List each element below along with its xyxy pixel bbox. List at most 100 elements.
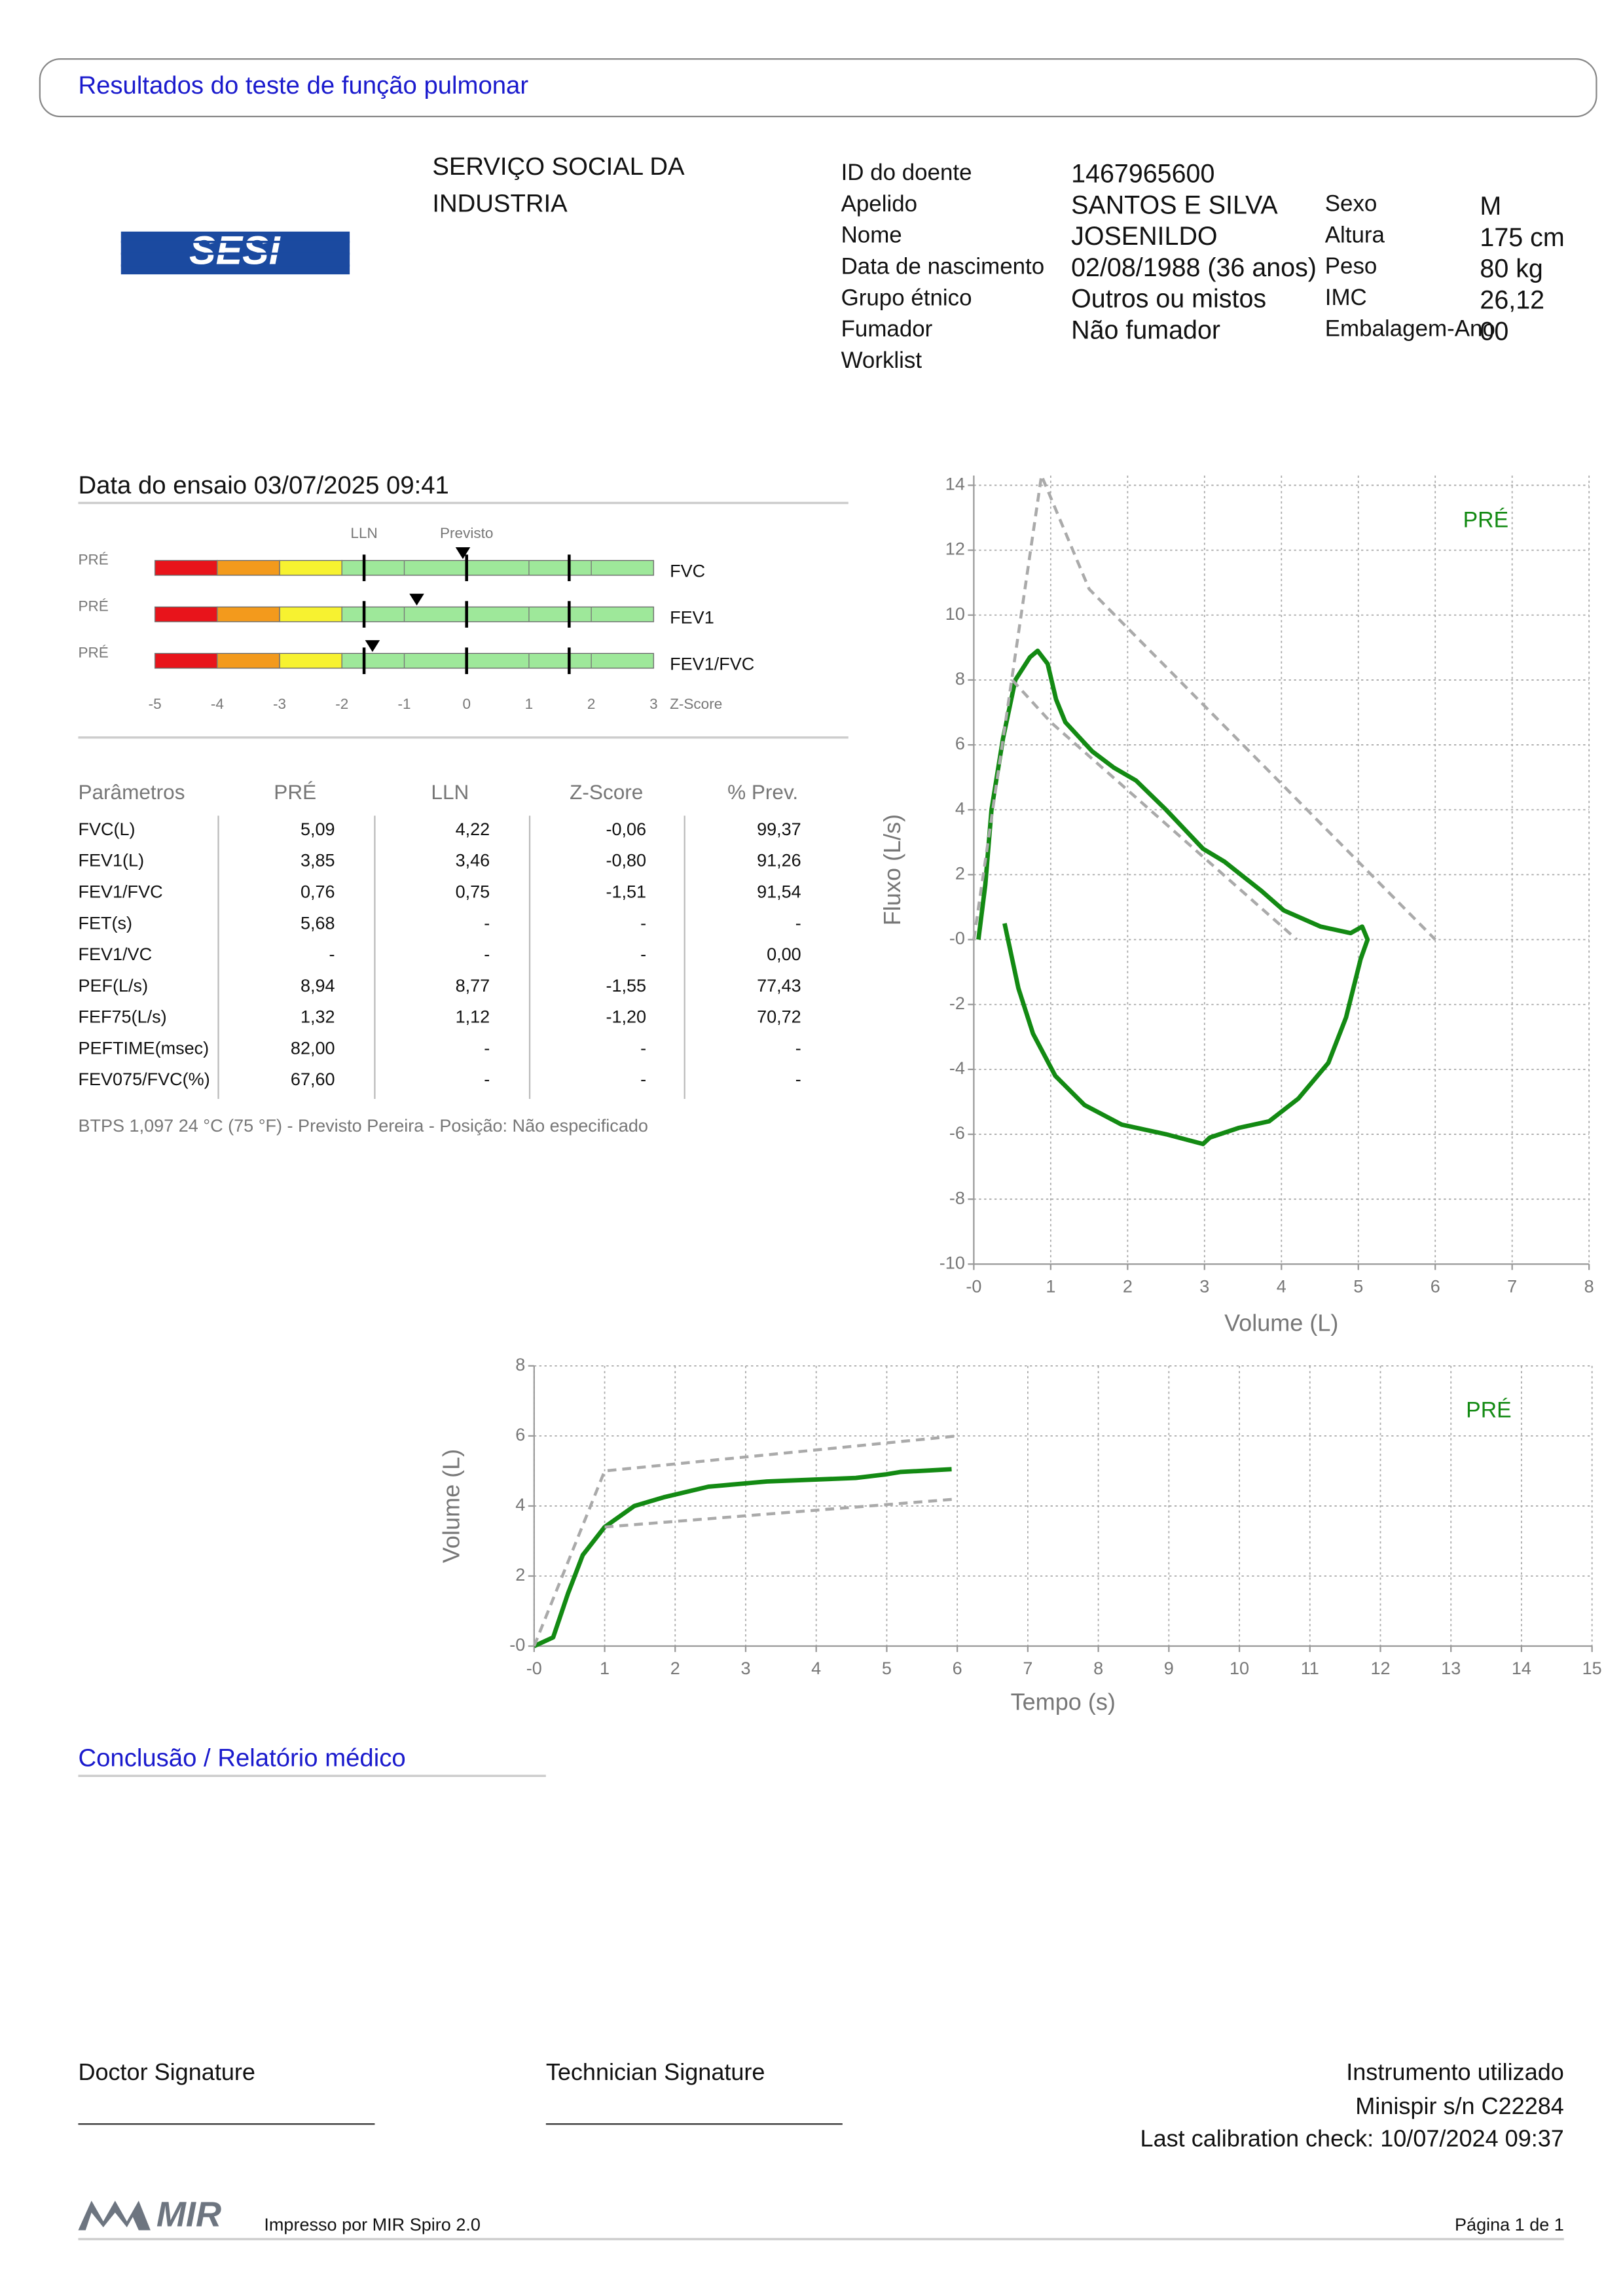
x-tick-label: 2	[587, 696, 596, 712]
x-tick-label: 8	[1584, 1277, 1594, 1297]
table-cell: 70,72	[757, 1007, 801, 1027]
x-tick-label: 7	[1507, 1277, 1517, 1297]
field-value: 02/08/1988 (36 anos)	[1071, 253, 1317, 282]
table-cell: -	[795, 913, 801, 933]
table-cell: 8,94	[301, 976, 335, 996]
x-tick-label: 4	[1277, 1277, 1286, 1297]
x-tick-label: 7	[1023, 1659, 1032, 1678]
table-cell: -	[640, 944, 646, 964]
x-tick-label: 14	[1512, 1659, 1531, 1678]
zscore-band	[154, 606, 218, 622]
table-cell: -1,55	[606, 976, 646, 996]
table-header: LLN	[431, 780, 469, 804]
x-tick-label: 2	[670, 1659, 680, 1678]
note: BTPS 1,097 24 °C (75 °F) - Previsto Pere…	[78, 1116, 647, 1136]
table-header: Parâmetros	[78, 780, 185, 804]
chart: -0 1 2 3 4 5 6 7 8-10-8-6-4-2-02468101214Volume …	[879, 474, 1594, 1336]
y-tick-label: 4	[515, 1495, 525, 1515]
zscore-band	[154, 653, 218, 669]
x-tick-label: 1	[525, 696, 534, 712]
mir-logo: MIR	[78, 2195, 221, 2234]
y-tick-label: 6	[955, 734, 965, 753]
zscore-band	[217, 560, 280, 576]
x-tick-label: 2	[1123, 1277, 1133, 1297]
y-tick-label: -4	[949, 1058, 965, 1078]
y-tick-label: -0	[509, 1635, 525, 1655]
y-tick-label: -0	[949, 929, 965, 948]
doctor-signature: Doctor Signature	[78, 2058, 255, 2085]
y-tick-label: 12	[945, 539, 965, 559]
x-tick-label: 11	[1301, 1659, 1319, 1678]
x-tick-label: -0	[526, 1659, 542, 1678]
field-label: Embalagem-Ano	[1325, 316, 1495, 342]
y-tick-label: 8	[515, 1355, 525, 1374]
legend-entry: PRÉ	[1466, 1398, 1512, 1423]
x-axis-label: Tempo (s)	[1011, 1688, 1116, 1715]
zscore-band	[341, 560, 655, 576]
row-prefix: PRÉ	[78, 644, 108, 660]
zscore-chart: LLN Previsto PRÉ FVC PRÉ FEV1 PRÉ FEV1/FVC -5 -4 -…	[78, 525, 754, 712]
field-value: 1467965600	[1071, 160, 1214, 188]
table-cell: -	[795, 1038, 801, 1058]
table-cell: -0,06	[606, 819, 646, 839]
test-date: Data do ensaio 03/07/2025 09:41	[78, 471, 448, 499]
table-cell: 1,32	[301, 1007, 335, 1027]
field-value: 175 cm	[1480, 223, 1564, 252]
charts: -0 1 2 3 4 5 6 7 8-10-8-6-4-2-02468101214Volume …	[437, 474, 1602, 1715]
table-cell: 0,00	[767, 944, 801, 964]
y-tick-label: 4	[955, 798, 965, 818]
series-line	[532, 1434, 958, 1647]
x-tick-label: 15	[1582, 1659, 1602, 1678]
table-cell: FEV1/FVC	[78, 882, 162, 901]
table-cell: -	[484, 1038, 490, 1058]
x-tick-label: 5	[1353, 1277, 1363, 1297]
table-cell: 0,76	[301, 882, 335, 901]
zscore-marker	[409, 594, 424, 606]
axis-label: Z-Score	[670, 696, 722, 712]
field-value: 80 kg	[1480, 255, 1542, 283]
field-label: IMC	[1325, 285, 1367, 310]
row-prefix: PRÉ	[78, 598, 108, 614]
field-label: Apelido	[841, 191, 918, 217]
table-cell: 5,68	[301, 913, 335, 933]
field-value: 00	[1480, 317, 1508, 346]
x-tick-label: 3	[649, 696, 658, 712]
table-cell: -	[795, 1069, 801, 1089]
zscore-band	[341, 606, 655, 622]
technician-signature: Technician Signature	[546, 2058, 765, 2085]
field-label: ID do doente	[841, 160, 972, 185]
y-axis-label: Volume (L)	[437, 1449, 464, 1563]
table-cell: FEV1(L)	[78, 851, 144, 870]
table-cell: 5,09	[301, 819, 335, 839]
table-cell: 99,37	[757, 819, 801, 839]
table-header: PRÉ	[274, 780, 316, 804]
field-label: Data de nascimento	[841, 253, 1045, 279]
field-value: JOSENILDO	[1071, 222, 1217, 251]
table-cell: -	[329, 944, 335, 964]
y-tick-label: 10	[945, 604, 965, 624]
x-tick-label: 9	[1164, 1659, 1174, 1678]
y-tick-label: -10	[939, 1253, 965, 1273]
table-header: Z-Score	[570, 780, 643, 804]
logo-mark	[78, 2200, 151, 2231]
table-cell: -0,80	[606, 851, 646, 870]
table-cell: 8,77	[456, 976, 490, 996]
field-value: Outros ou mistos	[1071, 285, 1266, 314]
table-cell: 77,43	[757, 976, 801, 996]
table-cell: 0,75	[456, 882, 490, 901]
table-cell: -	[640, 1038, 646, 1058]
x-tick-label: -1	[397, 696, 410, 712]
results-table: Parâmetros PRÉ LLN Z-Score % Prev. FVC(L) 5,09…	[78, 780, 801, 1099]
table-cell: FEV1/VC	[78, 944, 152, 964]
table-cell: 4,22	[456, 819, 490, 839]
row-prefix: PRÉ	[78, 551, 108, 567]
field-label: Altura	[1325, 222, 1385, 247]
table-cell: -	[484, 944, 490, 964]
zscore-band	[279, 653, 342, 669]
zscore-band	[154, 560, 218, 576]
header-title: Resultados do teste de função pulmonar	[78, 71, 528, 99]
sesi-logo: SESI	[120, 228, 350, 275]
series-line	[976, 648, 1370, 1147]
series-line	[1011, 679, 1298, 941]
x-tick-label: 6	[1431, 1277, 1440, 1297]
